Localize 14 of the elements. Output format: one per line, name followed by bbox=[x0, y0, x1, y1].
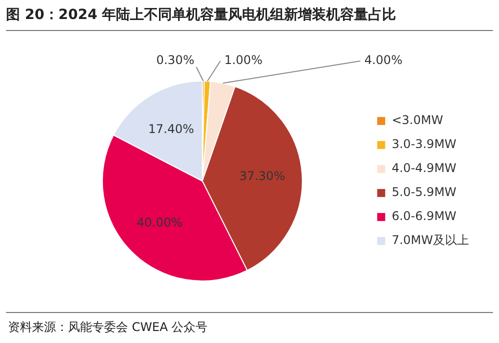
legend-label: 5.0-5.9MW bbox=[392, 185, 457, 200]
legend-label: 7.0MW及以上 bbox=[392, 233, 470, 248]
legend-label: <3.0MW bbox=[392, 113, 444, 128]
chart-title: 图 20：2024 年陆上不同单机容量风电机组新增装机容量占比 bbox=[6, 6, 396, 24]
legend-label: 6.0-6.9MW bbox=[392, 209, 457, 224]
data-label: 4.00% bbox=[364, 53, 402, 68]
text: 资料来源：风能专委会 CWEA 公众号 bbox=[8, 319, 208, 336]
data-label: 17.40% bbox=[148, 122, 194, 136]
data-label: 1.00% bbox=[224, 53, 262, 68]
data-label: 37.30% bbox=[239, 169, 286, 184]
legend-label: 3.0-3.9MW bbox=[392, 137, 457, 152]
data-label: 0.30% bbox=[156, 53, 194, 68]
data-label: 40.00% bbox=[136, 215, 183, 230]
legend-label: 4.0-4.9MW bbox=[392, 161, 457, 176]
